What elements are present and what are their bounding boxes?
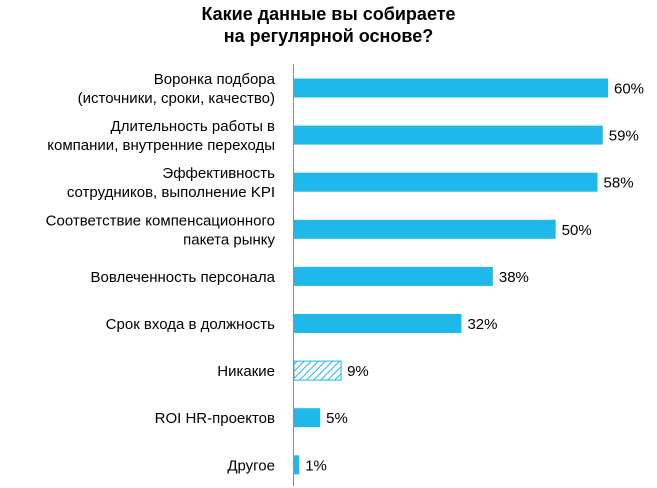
bar-6 (294, 314, 462, 333)
category-label-3: Эффективность сотрудников, выполнение KPI (67, 165, 275, 201)
category-label-2: Длительность работы в компании, внутренни… (47, 118, 275, 154)
category-label-9: Другое (227, 457, 275, 474)
value-label-6: 32% (467, 316, 497, 333)
value-label-1: 60% (614, 81, 644, 98)
bar-5 (294, 266, 493, 286)
value-label-5: 38% (499, 269, 529, 286)
bar-4 (294, 219, 556, 239)
category-label-8: ROI HR-проектов (155, 410, 275, 427)
category-label-4: Соответствие компенсационного пакета рынк… (46, 212, 276, 248)
value-label-4: 50% (562, 222, 592, 239)
bar-2 (294, 125, 603, 145)
chart-title-line-2: на регулярной основе? (223, 26, 434, 46)
category-label-1: Воронка подбора (источники, сроки, качест… (78, 71, 276, 107)
chart-title: Какие данные вы собираете на регулярной … (0, 3, 657, 47)
category-label-5: Вовлеченность персонала (90, 269, 275, 286)
chart-title-line-1: Какие данные вы собираете (201, 4, 456, 24)
bar-1 (294, 78, 608, 98)
category-label-6: Срок входа в должность (106, 316, 276, 333)
category-label-7: Никакие (217, 363, 275, 380)
value-label-8: 5% (326, 410, 348, 427)
bar-9 (294, 455, 300, 475)
bar-3 (294, 172, 598, 192)
value-label-9: 1% (305, 457, 327, 474)
bar-8 (294, 408, 321, 428)
value-label-2: 59% (609, 128, 639, 145)
bar-7 (293, 360, 342, 381)
bars-layer: 60% Воронка подбора (источники, сроки, кач… (46, 71, 644, 475)
value-label-3: 58% (604, 175, 634, 192)
value-label-7: 9% (347, 363, 369, 380)
